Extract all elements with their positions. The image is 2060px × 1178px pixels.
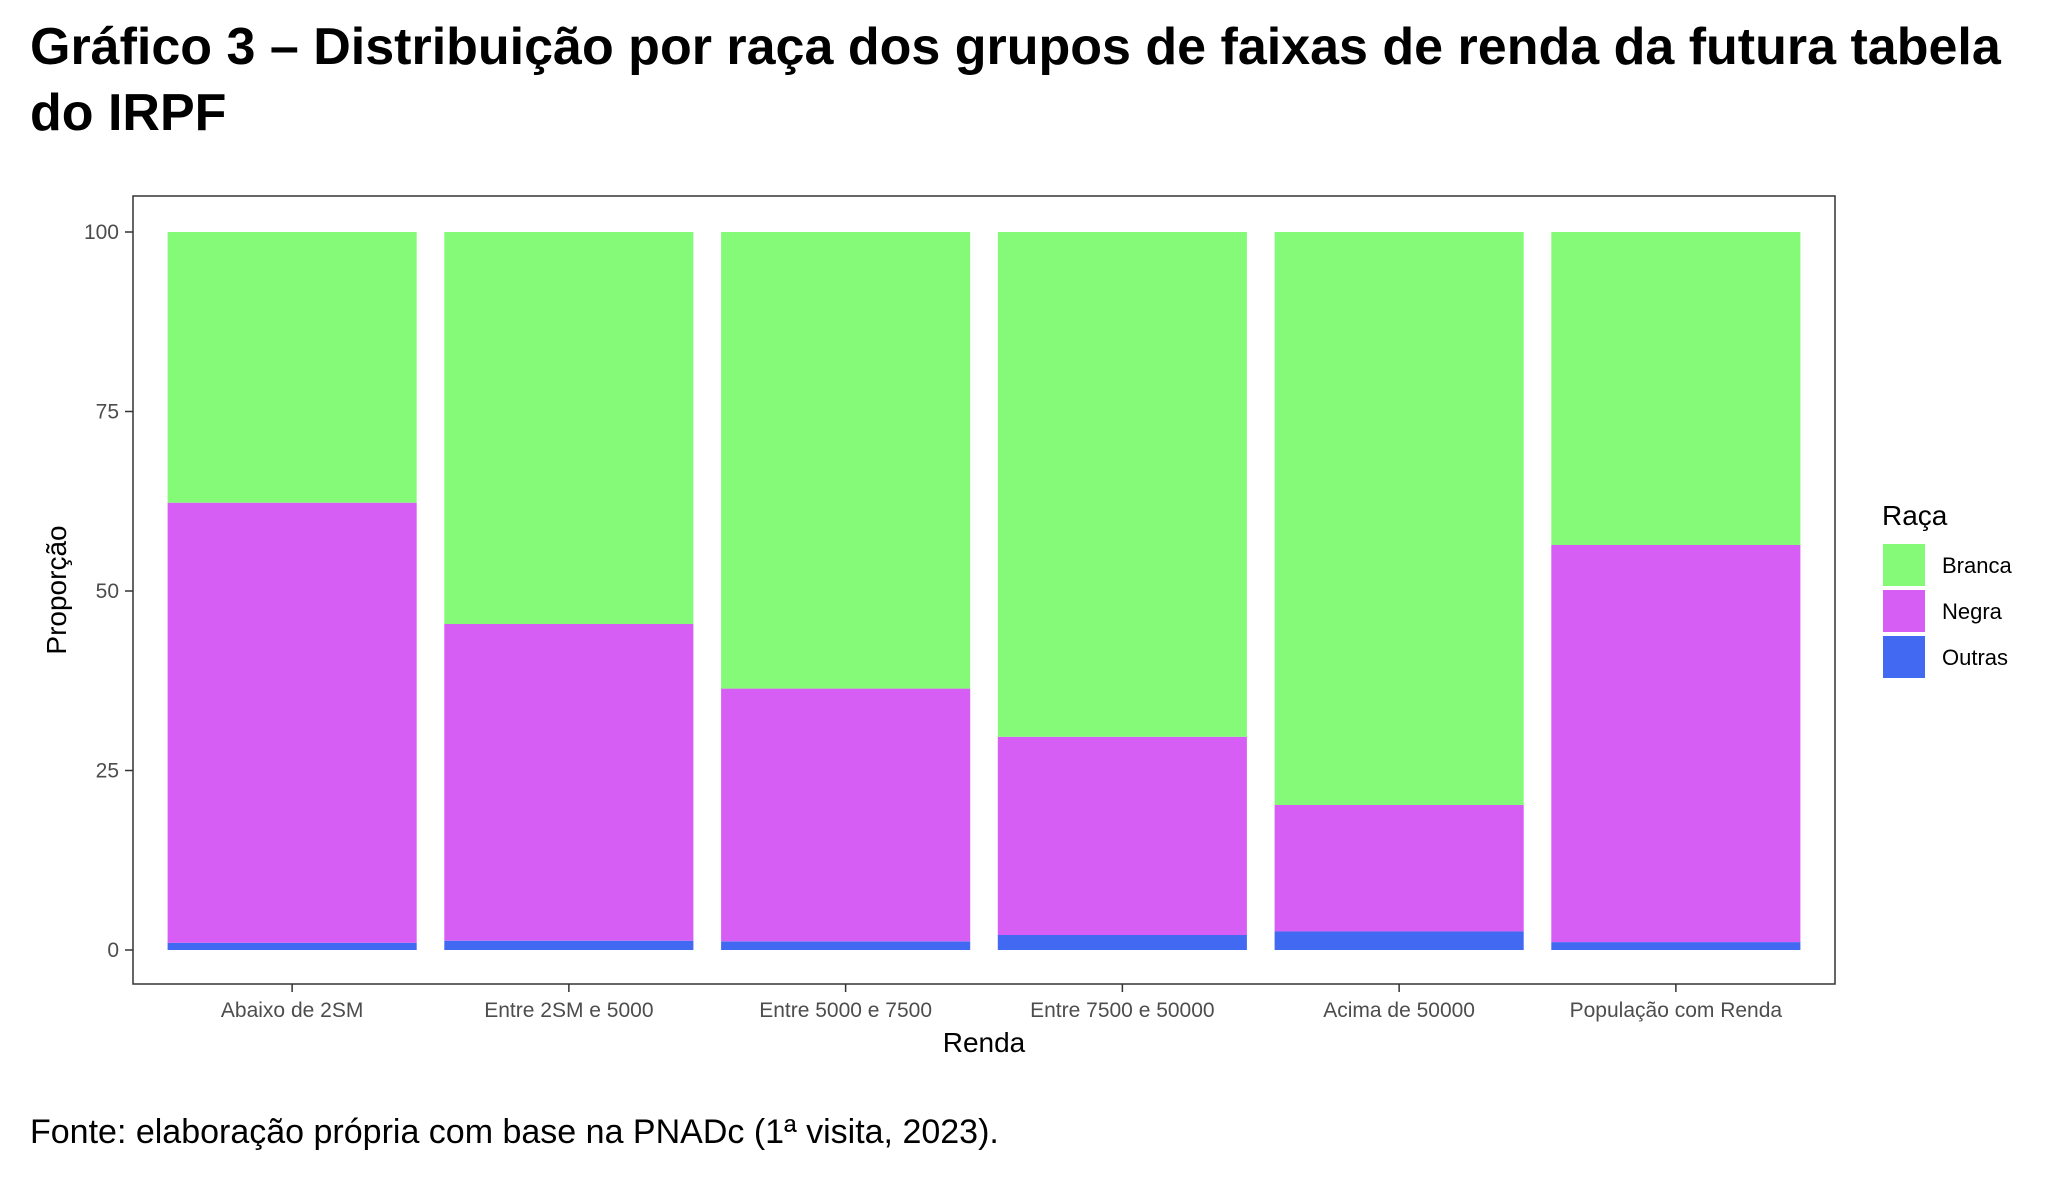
bar-segment-branca-2 [444,232,694,624]
bar-segment-outras-1 [167,942,417,950]
bar-segment-branca-5 [1274,232,1524,805]
legend: Raça Branca Negra Outras [1881,500,2012,680]
bar-segment-branca-4 [997,232,1247,737]
y-axis-title: Proporção [41,525,72,654]
bar-segment-branca-1 [167,232,417,503]
x-tick-label: População com Renda [1570,999,1783,1022]
legend-title: Raça [1882,500,1948,531]
y-tick-label: 50 [96,580,119,603]
bar-segment-outras-4 [997,934,1247,950]
y-tick-label: 0 [107,939,119,962]
legend-label-branca: Branca [1942,553,2012,578]
y-tick-label: 25 [96,760,119,783]
bar-segment-negra-2 [444,624,694,941]
bar-segment-negra-6 [1551,545,1801,943]
legend-label-outras: Outras [1942,645,2008,670]
bar-segment-negra-3 [721,688,971,942]
bar-segment-negra-5 [1274,805,1524,932]
legend-label-negra: Negra [1942,599,2003,624]
legend-swatch-negra [1881,588,1927,634]
y-tick-label: 75 [96,401,119,424]
chart: 0 25 50 75 100 Abaixo de 2SM Entre 2SM e 5000… [41,195,2012,1058]
source-note: Fonte: elaboração própria com base na PN… [30,1113,999,1151]
bar-segment-outras-6 [1551,942,1801,950]
x-tick-label: Entre 2SM e 5000 [484,999,653,1022]
x-tick-label: Entre 5000 e 7500 [759,999,932,1022]
bar-segment-negra-4 [997,736,1247,935]
y-tick-label: 100 [84,221,119,244]
x-axis-title: Renda [943,1027,1026,1058]
bars-layer [167,232,1801,950]
chart-title: Gráfico 3 – Distribuição por raça dos gr… [30,18,2001,142]
bar-segment-branca-3 [721,232,971,689]
bar-segment-outras-5 [1274,931,1524,950]
bar-segment-branca-6 [1551,232,1801,545]
bar-segment-negra-1 [167,502,417,943]
legend-swatch-branca [1881,542,1927,588]
legend-swatch-outras [1881,634,1927,680]
x-tick-label: Acima de 50000 [1323,999,1475,1022]
bar-segment-outras-3 [721,941,971,950]
x-tick-label: Entre 7500 e 50000 [1030,999,1215,1022]
x-axis: Abaixo de 2SM Entre 2SM e 5000 Entre 5000 … [221,984,1783,1022]
y-axis: 0 25 50 75 100 [84,221,133,962]
bar-segment-outras-2 [444,940,694,950]
x-tick-label: Abaixo de 2SM [221,999,363,1022]
